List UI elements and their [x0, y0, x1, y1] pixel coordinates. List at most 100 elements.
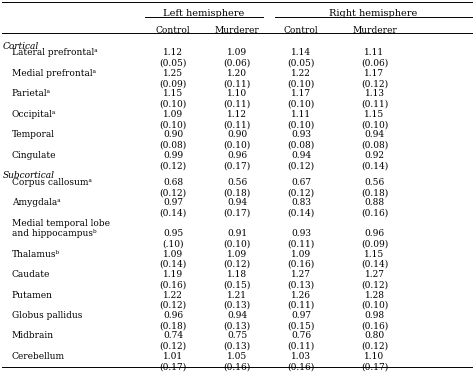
Text: (0.14): (0.14) [361, 161, 388, 170]
Text: (0.08): (0.08) [287, 141, 315, 150]
Text: 0.93: 0.93 [291, 229, 311, 238]
Text: Thalamusᵇ: Thalamusᵇ [12, 250, 60, 259]
Text: Left hemisphere: Left hemisphere [163, 9, 245, 18]
Text: 1.17: 1.17 [365, 69, 384, 78]
Text: 1.15: 1.15 [365, 250, 384, 259]
Text: Amygdalaᵃ: Amygdalaᵃ [12, 198, 61, 207]
Text: (0.18): (0.18) [159, 321, 187, 330]
Text: 0.94: 0.94 [365, 130, 384, 139]
Text: Temporal: Temporal [12, 130, 55, 139]
Text: (0.16): (0.16) [223, 362, 251, 371]
Text: 1.09: 1.09 [227, 48, 247, 57]
Text: 1.25: 1.25 [163, 69, 183, 78]
Text: 1.27: 1.27 [291, 270, 311, 279]
Text: 0.99: 0.99 [163, 151, 183, 160]
Text: (0.05): (0.05) [287, 59, 315, 68]
Text: (0.14): (0.14) [361, 260, 388, 269]
Text: 1.15: 1.15 [163, 89, 183, 98]
Text: (0.16): (0.16) [287, 260, 315, 269]
Text: 1.09: 1.09 [227, 250, 247, 259]
Text: (0.05): (0.05) [159, 59, 187, 68]
Text: (0.10): (0.10) [159, 100, 187, 109]
Text: (0.17): (0.17) [223, 161, 251, 170]
Text: (0.12): (0.12) [159, 188, 187, 197]
Text: 0.95: 0.95 [163, 229, 183, 238]
Text: 0.94: 0.94 [227, 198, 247, 207]
Text: (0.11): (0.11) [287, 342, 315, 351]
Text: 1.10: 1.10 [365, 352, 384, 361]
Text: (0.08): (0.08) [159, 141, 187, 150]
Text: (0.08): (0.08) [361, 141, 388, 150]
Text: 1.26: 1.26 [291, 291, 311, 299]
Text: Occipitalᵃ: Occipitalᵃ [12, 110, 56, 119]
Text: 1.10: 1.10 [227, 89, 247, 98]
Text: Caudate: Caudate [12, 270, 50, 279]
Text: (0.11): (0.11) [223, 120, 251, 129]
Text: 1.11: 1.11 [365, 48, 384, 57]
Text: and hippocampusᵇ: and hippocampusᵇ [12, 229, 97, 238]
Text: Control: Control [155, 26, 191, 35]
Text: (0.13): (0.13) [223, 321, 251, 330]
Text: Corpus callosumᵃ: Corpus callosumᵃ [12, 178, 92, 187]
Text: (0.16): (0.16) [361, 209, 388, 218]
Text: 1.19: 1.19 [163, 270, 183, 279]
Text: 1.01: 1.01 [163, 352, 183, 361]
Text: Medial temporal lobe: Medial temporal lobe [12, 219, 110, 228]
Text: Murderer: Murderer [352, 26, 397, 35]
Text: (0.13): (0.13) [287, 280, 315, 289]
Text: (0.18): (0.18) [361, 188, 388, 197]
Text: (0.10): (0.10) [287, 120, 315, 129]
Text: 0.76: 0.76 [291, 331, 311, 340]
Text: (0.10): (0.10) [361, 301, 388, 310]
Text: 1.18: 1.18 [227, 270, 247, 279]
Text: Globus pallidus: Globus pallidus [12, 311, 82, 320]
Text: 0.97: 0.97 [163, 198, 183, 207]
Text: (0.10): (0.10) [223, 141, 251, 150]
Text: (0.06): (0.06) [223, 59, 251, 68]
Text: 0.93: 0.93 [291, 130, 311, 139]
Text: (0.11): (0.11) [223, 79, 251, 88]
Text: (0.15): (0.15) [223, 280, 251, 289]
Text: Cerebellum: Cerebellum [12, 352, 65, 361]
Text: 0.75: 0.75 [227, 331, 247, 340]
Text: 0.56: 0.56 [227, 178, 247, 187]
Text: (0.10): (0.10) [287, 79, 315, 88]
Text: 0.68: 0.68 [163, 178, 183, 187]
Text: (0.13): (0.13) [223, 342, 251, 351]
Text: 0.98: 0.98 [365, 311, 384, 320]
Text: (0.17): (0.17) [159, 362, 187, 371]
Text: (0.10): (0.10) [361, 120, 388, 129]
Text: 0.88: 0.88 [365, 198, 384, 207]
Text: (0.13): (0.13) [223, 301, 251, 310]
Text: (0.15): (0.15) [287, 321, 315, 330]
Text: (0.10): (0.10) [287, 100, 315, 109]
Text: Midbrain: Midbrain [12, 331, 54, 340]
Text: 1.12: 1.12 [163, 48, 183, 57]
Text: (0.12): (0.12) [159, 301, 187, 310]
Text: (0.06): (0.06) [361, 59, 388, 68]
Text: (0.12): (0.12) [159, 342, 187, 351]
Text: (0.12): (0.12) [361, 342, 388, 351]
Text: 0.74: 0.74 [163, 331, 183, 340]
Text: (0.12): (0.12) [223, 260, 251, 269]
Text: (0.11): (0.11) [361, 100, 388, 109]
Text: 1.22: 1.22 [291, 69, 311, 78]
Text: 1.09: 1.09 [291, 250, 311, 259]
Text: 1.09: 1.09 [163, 250, 183, 259]
Text: 1.13: 1.13 [365, 89, 384, 98]
Text: 1.27: 1.27 [365, 270, 384, 279]
Text: (0.16): (0.16) [159, 280, 187, 289]
Text: 0.96: 0.96 [163, 311, 183, 320]
Text: Medial prefrontalᵃ: Medial prefrontalᵃ [12, 69, 96, 78]
Text: (0.10): (0.10) [159, 120, 187, 129]
Text: 1.28: 1.28 [365, 291, 384, 299]
Text: (0.12): (0.12) [159, 161, 187, 170]
Text: Murderer: Murderer [215, 26, 259, 35]
Text: 0.56: 0.56 [365, 178, 384, 187]
Text: 0.90: 0.90 [163, 130, 183, 139]
Text: (0.14): (0.14) [287, 209, 315, 218]
Text: (0.14): (0.14) [159, 260, 187, 269]
Text: 0.94: 0.94 [227, 311, 247, 320]
Text: Cortical: Cortical [2, 42, 38, 51]
Text: 1.09: 1.09 [163, 110, 183, 119]
